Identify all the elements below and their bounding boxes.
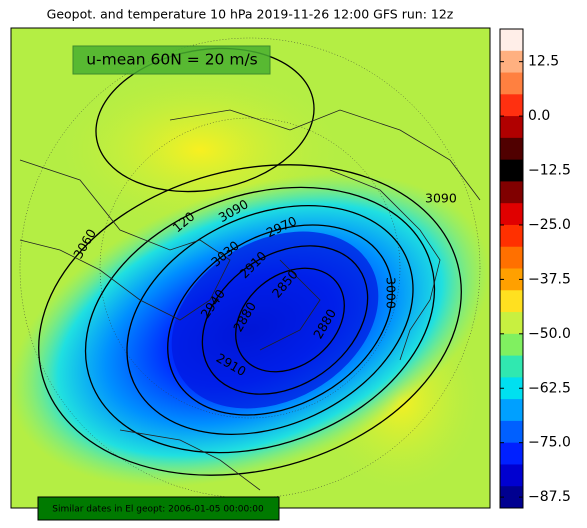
contours	[38, 47, 462, 476]
colorbar-tick-label: −62.5	[528, 380, 571, 396]
colorbar-tick-label: −25.0	[528, 217, 571, 233]
colorbar-band	[500, 116, 523, 139]
colorbar-tick-label: 12.5	[528, 54, 559, 70]
colorbar-band	[500, 50, 523, 74]
colorbar-band	[500, 355, 523, 378]
colorbar-band	[500, 246, 523, 269]
colorbar-tick-label: −87.5	[528, 489, 571, 505]
footer: Similar dates in El geopt: 2006-01-05 00…	[52, 505, 264, 515]
colorbar-tick-label: 0.0	[528, 108, 550, 124]
colorbar-band	[500, 203, 523, 226]
colorbar: 12.5 0.0 −12.5 −25.0 −37.5 −50.0 −62.5 −75.0 −87…	[499, 28, 571, 509]
colorbar-band	[500, 72, 523, 95]
colorbar-band	[500, 486, 523, 509]
footer-box	[37, 496, 280, 521]
colorbar-tick-label: −12.5	[528, 163, 571, 179]
latitude-circle	[19, 37, 481, 499]
colorbar-band	[500, 224, 523, 248]
colorbar-band	[500, 181, 523, 204]
colorbar-tick-label: −37.5	[528, 271, 571, 287]
contour-label: 3000	[384, 277, 399, 309]
colorbar-band	[500, 137, 523, 161]
cold-core	[171, 231, 379, 409]
coastlines	[19, 109, 481, 491]
colorbar-band	[500, 290, 523, 313]
latitude-circle	[99, 117, 401, 419]
colorbar-band	[500, 420, 523, 444]
colorbar-band	[500, 333, 523, 357]
title: Geopot. and temperature 10 hPa 2019-11-2…	[47, 7, 454, 22]
colorbar-band	[500, 442, 523, 465]
contour-label: 3090	[425, 191, 457, 206]
colorbar-band	[500, 377, 523, 400]
colorbar-band	[500, 399, 523, 422]
colorbar-band	[500, 268, 523, 291]
colorbar-band	[500, 464, 523, 487]
annotation-box	[72, 45, 271, 75]
map: 3090 3090 2970 3030 2910 2940 2850 2880 …	[11, 28, 490, 508]
colorbar-band	[500, 159, 523, 182]
colorbar-tick-label: −75.0	[528, 435, 571, 451]
colorbar-band	[500, 29, 523, 52]
colorbar-band	[500, 94, 523, 117]
colorbar-band	[500, 312, 523, 335]
colorbar-frame	[499, 28, 524, 509]
colorbar-tick-label: −50.0	[528, 326, 571, 342]
annotation: u-mean 60N = 20 m/s	[86, 51, 258, 69]
